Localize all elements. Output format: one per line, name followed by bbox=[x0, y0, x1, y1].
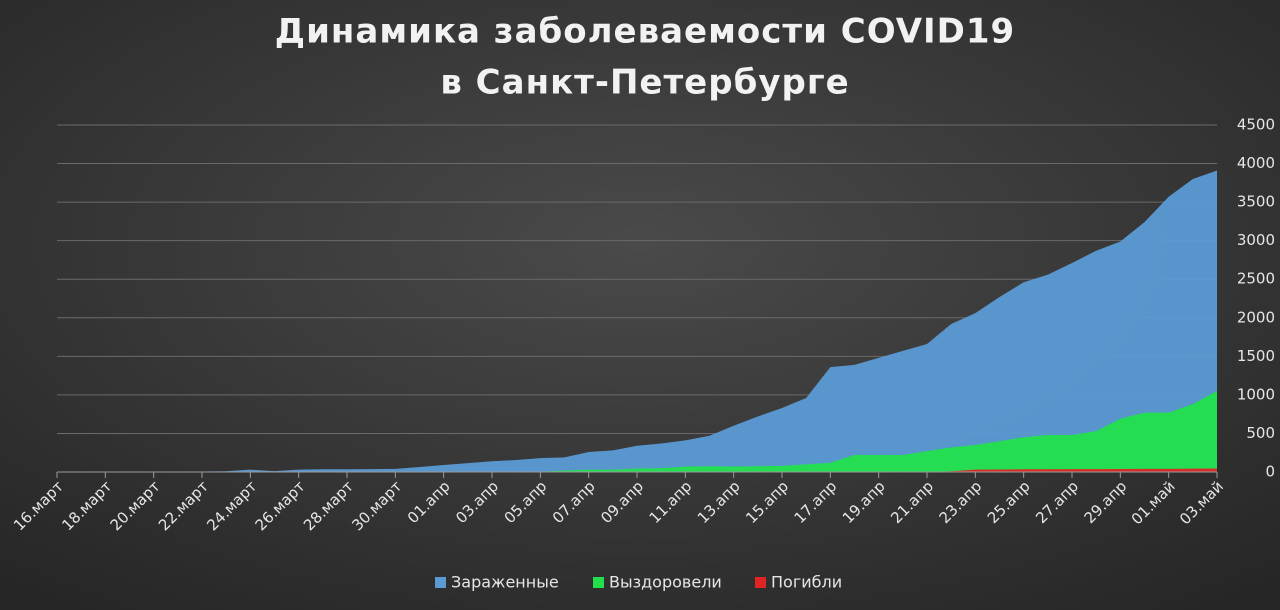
legend-swatch bbox=[593, 577, 604, 588]
chart-title: в Санкт-Петербурге bbox=[440, 63, 849, 103]
area bbox=[57, 170, 1217, 473]
area bbox=[57, 391, 1217, 472]
legend-label: Выздоровели bbox=[609, 573, 722, 592]
y-tick-label: 4500 bbox=[1237, 116, 1275, 134]
legend-label: Зараженные bbox=[451, 573, 559, 592]
y-tick-label: 500 bbox=[1246, 424, 1275, 442]
y-tick-label: 0 bbox=[1265, 463, 1275, 481]
y-tick-label: 1500 bbox=[1237, 347, 1275, 365]
y-tick-label: 2000 bbox=[1237, 308, 1275, 326]
y-tick-label: 3500 bbox=[1237, 193, 1275, 211]
chart-title: Динамика заболеваемости COVID19 bbox=[275, 12, 1015, 52]
legend-label: Погибли bbox=[771, 573, 842, 592]
legend-swatch bbox=[435, 577, 446, 588]
y-tick-label: 4000 bbox=[1237, 154, 1275, 172]
y-tick-label: 3000 bbox=[1237, 231, 1275, 249]
legend-swatch bbox=[755, 577, 766, 588]
y-tick-label: 2500 bbox=[1237, 270, 1275, 288]
y-tick-label: 1000 bbox=[1237, 385, 1275, 403]
